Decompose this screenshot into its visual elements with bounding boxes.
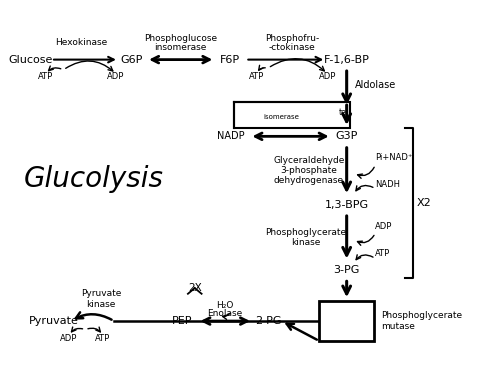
Text: Aldolase: Aldolase bbox=[355, 80, 396, 90]
Text: ADP: ADP bbox=[376, 222, 393, 231]
Text: insomerase: insomerase bbox=[154, 43, 207, 52]
Text: 2X: 2X bbox=[188, 283, 202, 292]
Text: Glyceraldehyde
3-phosphate
dehydrogenase: Glyceraldehyde 3-phosphate dehydrogenase bbox=[274, 156, 344, 185]
Text: Enolase: Enolase bbox=[208, 309, 243, 318]
Text: NADH: NADH bbox=[376, 180, 400, 189]
Text: ATP: ATP bbox=[96, 334, 110, 343]
Text: NADP: NADP bbox=[216, 131, 244, 141]
Text: G3P: G3P bbox=[336, 131, 358, 141]
Text: G6P: G6P bbox=[120, 55, 142, 64]
Text: ADP: ADP bbox=[108, 72, 124, 81]
Text: 2-PG: 2-PG bbox=[254, 316, 281, 326]
Text: isomerase: isomerase bbox=[264, 114, 300, 120]
Text: F6P: F6P bbox=[220, 55, 240, 64]
Text: H₂O: H₂O bbox=[216, 301, 234, 310]
Text: ADP: ADP bbox=[60, 334, 78, 343]
Text: ATP: ATP bbox=[376, 249, 390, 258]
Text: Hexokinase: Hexokinase bbox=[54, 38, 107, 47]
Text: Phosphoglycerate
mutase: Phosphoglycerate mutase bbox=[381, 311, 462, 331]
Text: ATP: ATP bbox=[248, 72, 264, 81]
Text: Phosphoglucose: Phosphoglucose bbox=[144, 34, 218, 43]
Bar bbox=[234, 102, 350, 128]
Text: ATP: ATP bbox=[38, 72, 53, 81]
Text: Pi+NAD⁺: Pi+NAD⁺ bbox=[376, 153, 413, 162]
Text: 3-PG: 3-PG bbox=[334, 265, 360, 275]
Text: -ctokinase: -ctokinase bbox=[268, 43, 316, 52]
Text: ADP: ADP bbox=[319, 72, 336, 81]
Text: Phosphoglycerate
kinase: Phosphoglycerate kinase bbox=[265, 228, 346, 247]
Bar bbox=[320, 301, 374, 341]
Text: PEP: PEP bbox=[172, 316, 193, 326]
Text: Glucose: Glucose bbox=[8, 55, 52, 64]
Text: Glucolysis: Glucolysis bbox=[24, 165, 164, 193]
Text: F-1,6-BP: F-1,6-BP bbox=[324, 55, 370, 64]
Text: Pyruvate: Pyruvate bbox=[29, 316, 78, 326]
Text: Phosphofru-: Phosphofru- bbox=[265, 34, 319, 43]
Text: X2: X2 bbox=[417, 198, 432, 208]
Text: Pyruvate
kinase: Pyruvate kinase bbox=[81, 289, 122, 309]
Text: 1,3-BPG: 1,3-BPG bbox=[324, 200, 368, 210]
Text: te: te bbox=[339, 108, 346, 117]
